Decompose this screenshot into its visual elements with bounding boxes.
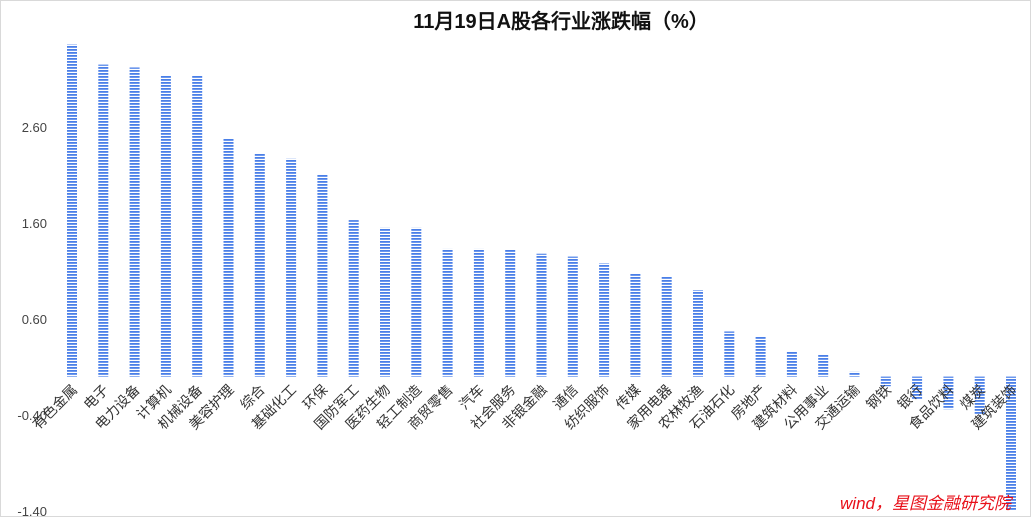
y-axis: 2.60 1.60 0.60 -0.40 -1.40 — [17, 120, 47, 518]
bar — [505, 249, 516, 377]
chart-title: 11月19日A股各行业涨跌幅（%） — [413, 9, 709, 33]
bar — [724, 331, 735, 377]
x-tick-label: 有色金属 — [29, 381, 80, 432]
bar — [286, 158, 297, 377]
y-tick-label: 0.60 — [22, 312, 47, 327]
bar — [912, 376, 923, 400]
bar — [1006, 376, 1016, 511]
bar — [974, 376, 985, 415]
bar — [411, 227, 422, 377]
bar — [98, 64, 109, 377]
y-tick-label: -1.40 — [17, 504, 47, 518]
bar — [442, 248, 453, 377]
bar — [849, 371, 860, 377]
bar — [192, 75, 203, 377]
source-note: wind，星图金融研究院 — [840, 494, 1014, 513]
bar — [661, 276, 672, 377]
bar — [317, 174, 328, 377]
bar — [254, 153, 265, 377]
bar — [599, 263, 610, 377]
bar — [380, 227, 390, 377]
y-tick-label: 2.60 — [22, 120, 47, 135]
bar — [160, 75, 171, 377]
bar — [755, 336, 766, 377]
bar — [129, 67, 140, 377]
bar — [630, 273, 641, 377]
y-tick-label: 1.60 — [22, 216, 47, 231]
bar — [943, 376, 954, 410]
bar — [473, 248, 484, 377]
bar — [536, 253, 547, 377]
bar — [880, 376, 891, 387]
bar — [693, 290, 703, 377]
bar — [818, 354, 829, 377]
bar — [348, 220, 359, 377]
bar — [786, 351, 797, 377]
y-tick-label: -0.40 — [17, 408, 47, 423]
bars-group — [67, 44, 1016, 511]
bar — [67, 44, 77, 377]
bar — [223, 138, 234, 377]
bar — [567, 256, 578, 377]
